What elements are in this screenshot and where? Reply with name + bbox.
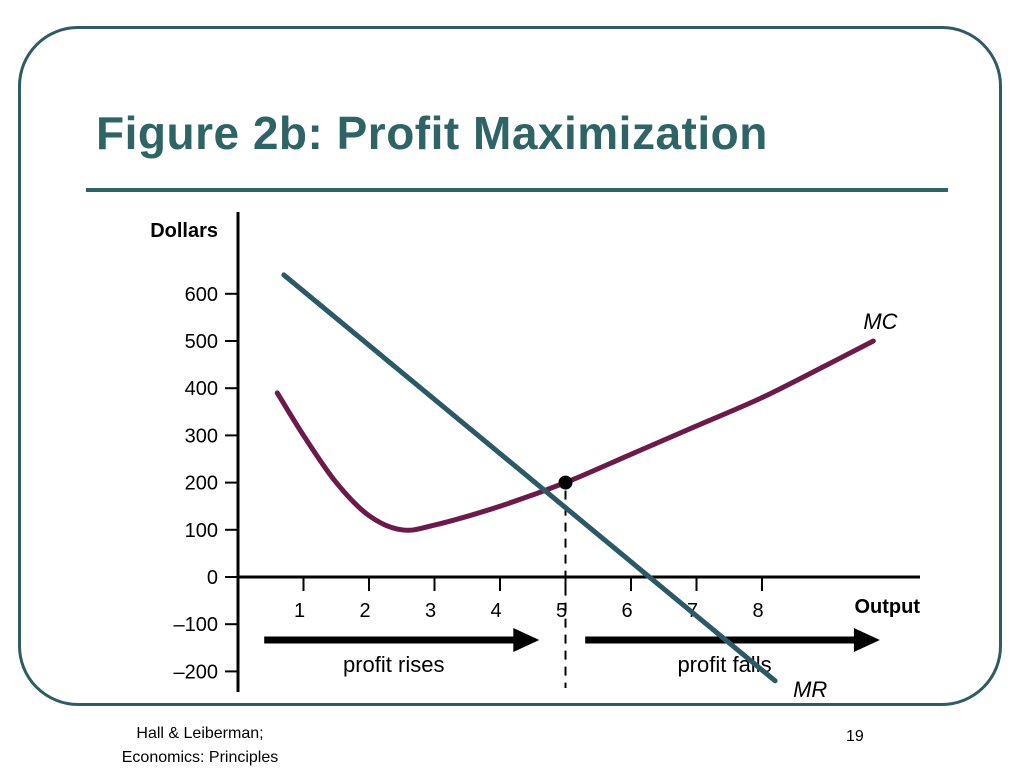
- y-tick-label: 0: [207, 567, 218, 589]
- y-tick-label: 600: [185, 284, 218, 306]
- slide-title: Figure 2b: Profit Maximization: [96, 107, 768, 159]
- mr-curve-label: MR: [793, 677, 827, 702]
- x-tick-label: 8: [752, 600, 763, 622]
- title-underline: [86, 188, 948, 192]
- footer-line-1: Hall & Leiberman;: [136, 725, 264, 742]
- arrow-head: [513, 628, 540, 652]
- slide-frame: [18, 26, 1002, 706]
- x-tick-label: 5: [556, 600, 567, 622]
- y-ticks: 600 500 400 300 200 100 0 –100 –200: [174, 284, 238, 683]
- y-axis-label: Dollars: [150, 220, 218, 242]
- y-tick-label: 300: [185, 425, 218, 447]
- mc-curve: [274, 338, 876, 533]
- arrow-label: profit rises: [343, 652, 444, 677]
- x-tick-label: 6: [621, 600, 632, 622]
- arrow-head: [853, 628, 880, 652]
- footer-credit: Hall & Leiberman; Economics: Principles: [100, 722, 300, 770]
- intersection-point: [558, 475, 573, 490]
- page-number: 19: [846, 728, 864, 745]
- chart-axes: [236, 212, 920, 692]
- curves: MC MR: [274, 272, 898, 702]
- y-tick-label: 200: [185, 473, 218, 495]
- y-tick-label: 500: [185, 331, 218, 353]
- y-tick-label: 400: [185, 378, 218, 400]
- x-tick-label: 4: [490, 600, 501, 622]
- y-tick-label: 100: [185, 520, 218, 542]
- y-tick-label: –100: [174, 614, 219, 636]
- x-tick-label: 1: [294, 600, 305, 622]
- mc-curve-label: MC: [863, 309, 897, 334]
- mr-curve: [281, 272, 778, 684]
- footer-line-2: Economics: Principles: [121, 749, 279, 766]
- x-tick-label: 3: [425, 600, 436, 622]
- x-tick-label: 2: [359, 600, 370, 622]
- x-axis-label: Output: [854, 596, 920, 618]
- y-tick-label: –200: [174, 661, 219, 683]
- profit-arrows: profit rises profit falls: [264, 628, 880, 677]
